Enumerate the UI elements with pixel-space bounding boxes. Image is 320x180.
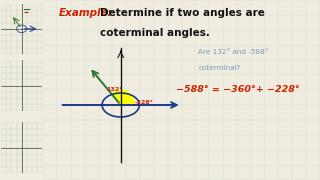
Wedge shape: [111, 89, 135, 105]
Text: -228°: -228°: [135, 100, 154, 105]
Text: coterminal?: coterminal?: [198, 64, 241, 71]
Text: 132°: 132°: [107, 87, 123, 92]
Text: Are 132° and -588°: Are 132° and -588°: [198, 50, 269, 55]
Text: −588° = −360°+ −228°: −588° = −360°+ −228°: [176, 86, 300, 94]
Text: Determine if two angles are: Determine if two angles are: [100, 8, 265, 17]
Text: Example:: Example:: [59, 8, 112, 17]
Text: coterminal angles.: coterminal angles.: [100, 28, 210, 39]
